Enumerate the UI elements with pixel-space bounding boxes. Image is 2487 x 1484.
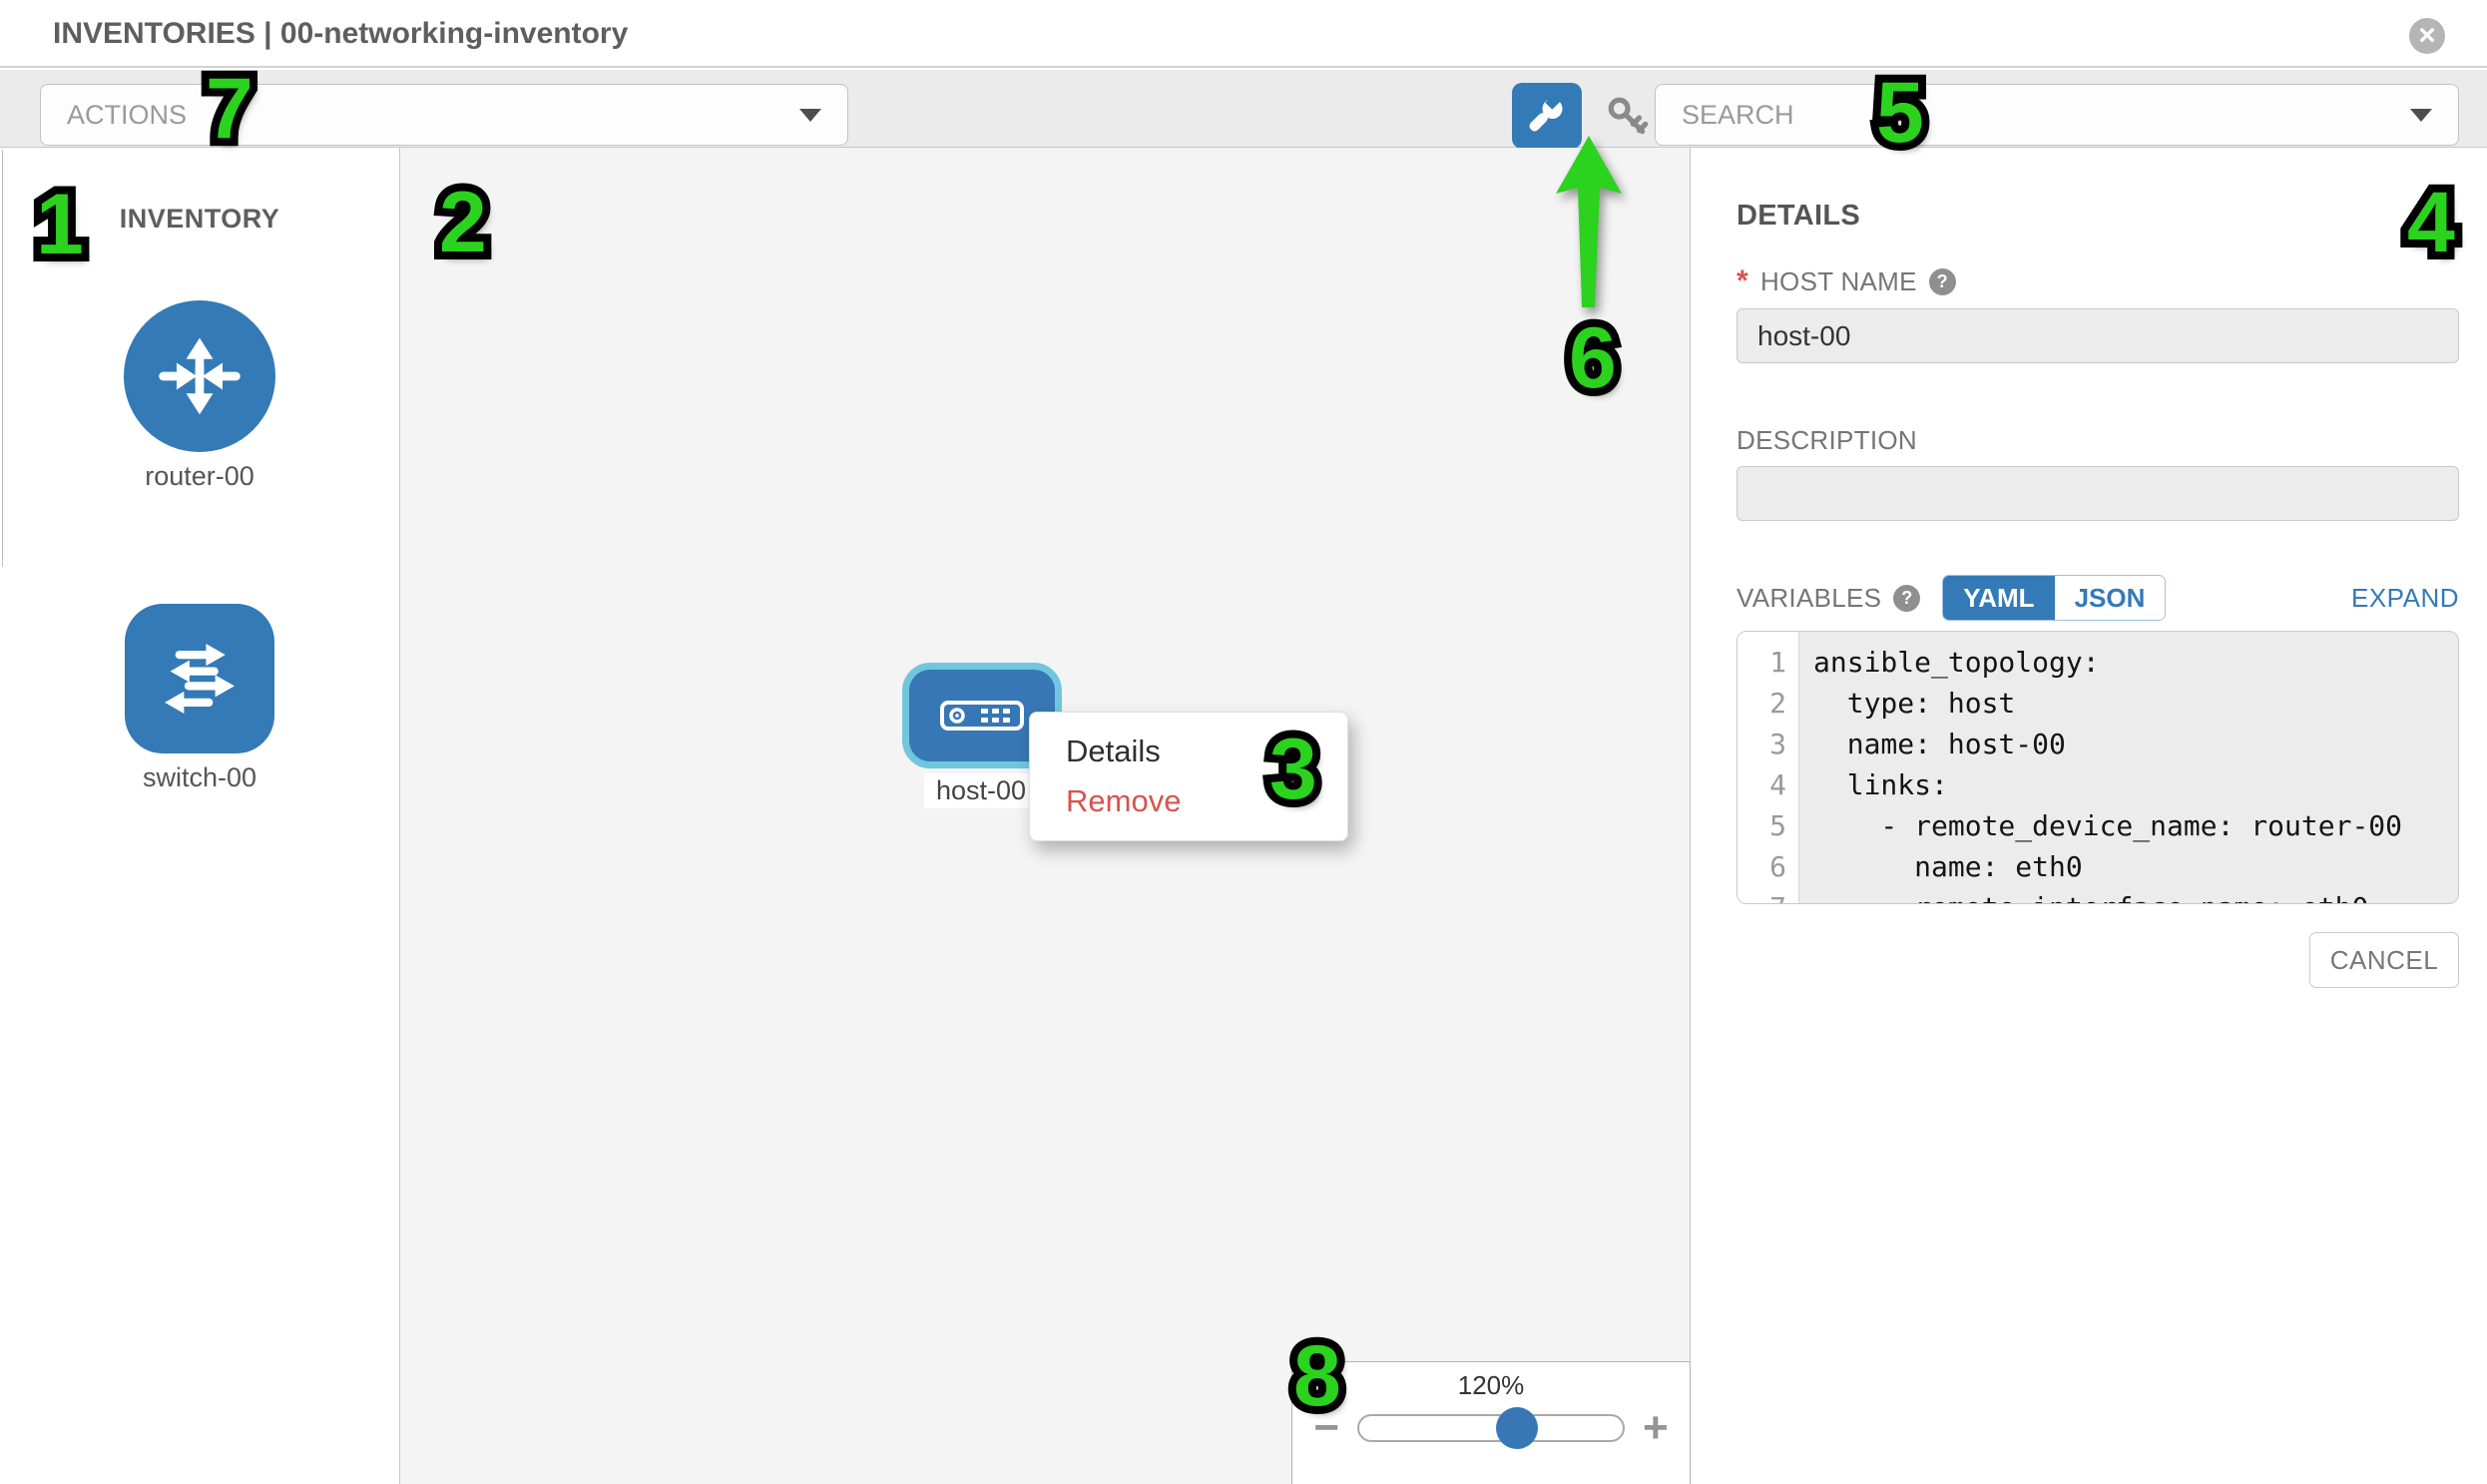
palette-item-label: router-00 bbox=[145, 461, 254, 491]
host-name-label-row: * HOST NAME ? bbox=[1737, 264, 2459, 298]
header-bar: INVENTORIES | 00-networking-inventory × bbox=[0, 0, 2487, 68]
code-line: ansible_topology: bbox=[1813, 646, 2100, 679]
description-input[interactable] bbox=[1737, 466, 2459, 521]
code-content: ansible_topology: type: host name: host-… bbox=[1799, 632, 2458, 903]
help-icon[interactable]: ? bbox=[1928, 267, 1956, 295]
zoom-slider-track[interactable] bbox=[1357, 1407, 1625, 1449]
close-icon[interactable]: × bbox=[2409, 18, 2445, 54]
actions-dropdown-label: ACTIONS bbox=[67, 99, 188, 130]
code-line: - remote_device_name: router-00 bbox=[1813, 809, 2403, 842]
switch-icon bbox=[125, 604, 274, 753]
host-icon bbox=[940, 701, 1024, 731]
context-menu: Details Remove bbox=[1029, 712, 1348, 841]
host-name-input[interactable] bbox=[1737, 308, 2459, 363]
close-glyph: × bbox=[2418, 19, 2436, 52]
context-menu-item-remove[interactable]: Remove bbox=[1066, 783, 1182, 818]
variables-code-editor[interactable]: 1 2 3 4 5 6 7 ansible_topology: type: ho… bbox=[1737, 631, 2459, 904]
help-icon[interactable]: ? bbox=[1893, 584, 1921, 612]
tab-yaml[interactable]: YAML bbox=[1943, 576, 2055, 620]
host-node-label: host-00 bbox=[924, 773, 1039, 808]
expand-link[interactable]: EXPAND bbox=[2351, 582, 2459, 613]
format-toggle: YAML JSON bbox=[1942, 575, 2167, 621]
router-icon bbox=[124, 300, 275, 452]
topology-canvas[interactable]: host-00 Details Remove 120% − + bbox=[399, 148, 1691, 1484]
palette-item-router[interactable]: router-00 bbox=[124, 300, 275, 492]
variables-label: VARIABLES bbox=[1737, 582, 1882, 613]
toolbar: ACTIONS SEARCH bbox=[0, 70, 2487, 149]
search-dropdown[interactable]: SEARCH bbox=[1655, 84, 2459, 146]
code-line-numbers: 1 2 3 4 5 6 7 bbox=[1738, 632, 1799, 903]
cancel-button[interactable]: CANCEL bbox=[2309, 932, 2459, 988]
annotation-arrow-up-icon bbox=[1556, 136, 1622, 307]
configure-button[interactable] bbox=[1512, 83, 1582, 149]
inventory-sidebar: INVENTORY router-00 bbox=[0, 148, 399, 1484]
code-line: links: bbox=[1813, 768, 1948, 801]
required-marker: * bbox=[1737, 264, 1748, 297]
wrench-icon bbox=[1529, 96, 1563, 132]
sidebar-heading: INVENTORY bbox=[119, 204, 280, 234]
code-line: name: eth0 bbox=[1813, 850, 2083, 883]
palette-item-label: switch-00 bbox=[142, 762, 257, 792]
description-label: DESCRIPTION bbox=[1737, 425, 1917, 455]
code-line: name: host-00 bbox=[1813, 728, 2066, 760]
chevron-down-icon bbox=[799, 108, 821, 122]
zoom-out-button[interactable]: − bbox=[1313, 1403, 1339, 1452]
zoom-level-label: 120% bbox=[1457, 1370, 1525, 1400]
key-button[interactable] bbox=[1601, 90, 1655, 144]
tab-json[interactable]: JSON bbox=[2054, 576, 2166, 620]
host-name-label: HOST NAME bbox=[1759, 265, 1917, 296]
zoom-in-button[interactable]: + bbox=[1643, 1403, 1669, 1452]
page-title: INVENTORIES | 00-networking-inventory bbox=[53, 17, 629, 50]
search-dropdown-label: SEARCH bbox=[1682, 99, 1794, 130]
sidebar-edge-divider bbox=[2, 150, 3, 567]
code-line: remote_interface_name: eth0 bbox=[1799, 887, 2458, 903]
chevron-down-icon bbox=[2410, 108, 2432, 122]
zoom-control: 120% − + bbox=[1291, 1361, 1691, 1484]
actions-dropdown[interactable]: ACTIONS bbox=[40, 84, 848, 146]
key-icon bbox=[1608, 97, 1649, 135]
description-label-row: DESCRIPTION bbox=[1737, 425, 2459, 456]
details-panel: DETAILS * HOST NAME ? DESCRIPTION VARIAB… bbox=[1691, 148, 2487, 1484]
variables-row: VARIABLES ? YAML JSON EXPAND bbox=[1737, 575, 2459, 621]
palette-item-switch[interactable]: switch-00 bbox=[125, 604, 274, 793]
context-menu-item-details[interactable]: Details bbox=[1066, 734, 1161, 768]
zoom-slider-handle[interactable] bbox=[1496, 1407, 1539, 1449]
code-line: type: host bbox=[1813, 687, 2016, 720]
details-heading: DETAILS bbox=[1737, 200, 1861, 232]
